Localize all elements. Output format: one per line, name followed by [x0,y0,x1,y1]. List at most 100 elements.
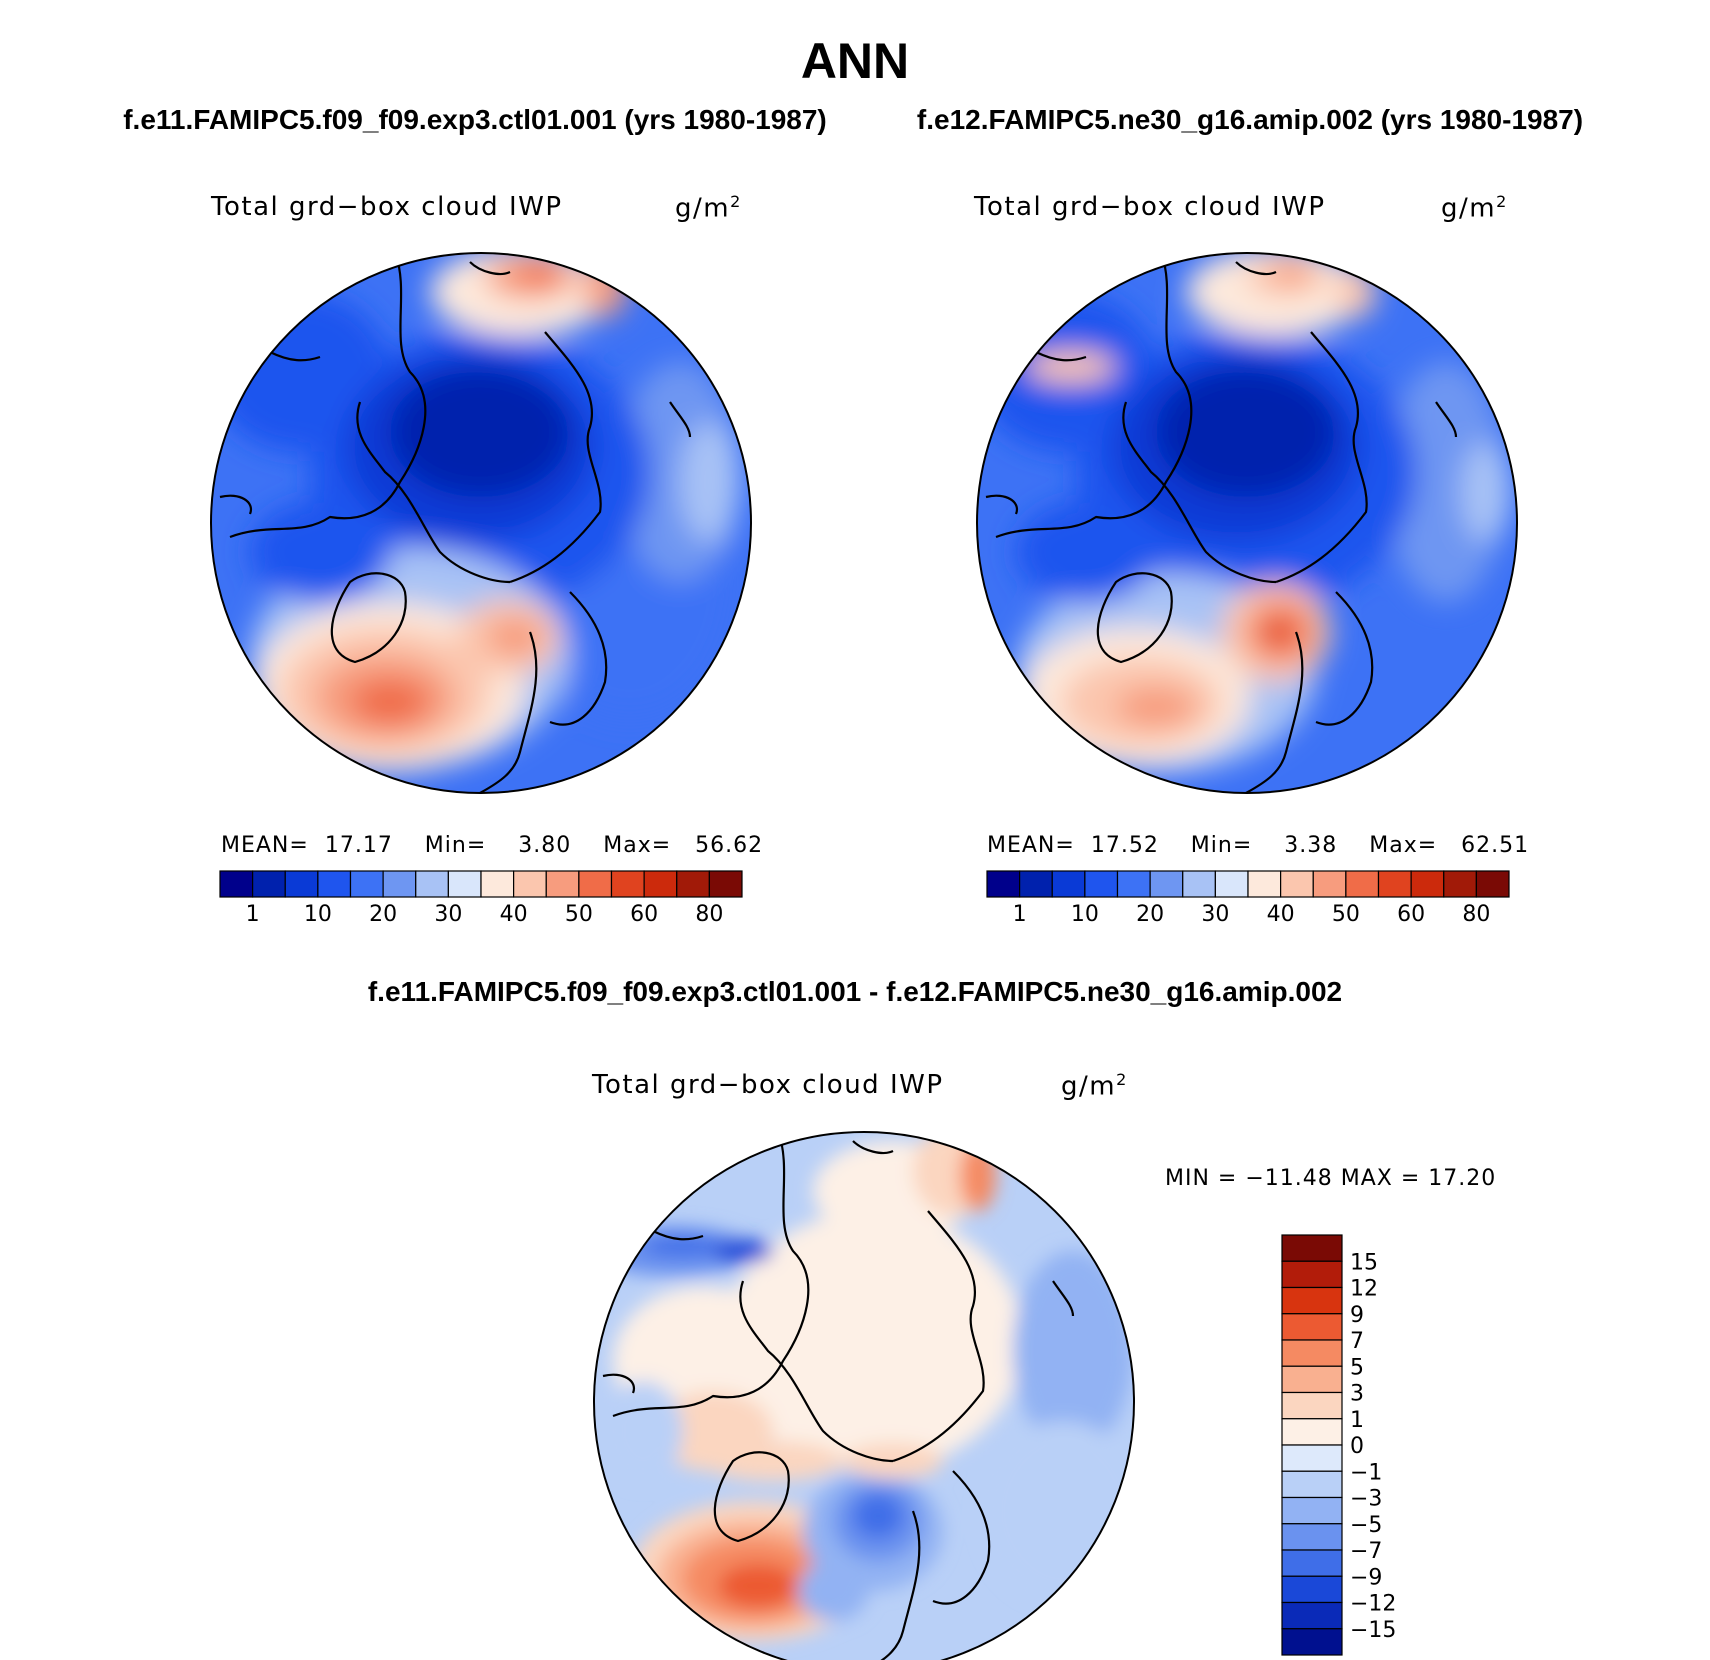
panel3-variable-label: Total grd−box cloud IWP [592,1070,944,1100]
colorbar-swatch [986,870,1021,898]
colorbar-tick-label: 3 [1350,1382,1364,1407]
colorbar-swatch [1084,870,1119,898]
colorbar-tick-label: −1 [1350,1460,1382,1485]
panel2-stats: MEAN= 17.52 Min= 3.38 Max= 62.51 [987,833,1530,858]
panel3-coastlines [602,1132,1075,1660]
colorbar-swatch [1443,870,1477,898]
colorbar-swatch [1281,1628,1343,1656]
colorbar-swatch [1281,1575,1343,1604]
colorbar-tick-label: 20 [369,902,397,927]
diff-heading: f.e11.FAMIPC5.f09_f09.exp3.ctl01.001 - f… [367,976,1343,1007]
colorbar-swatch [1410,870,1445,898]
colorbar-swatch [1377,870,1412,898]
panel3-minmax: MIN = −11.48 MAX = 17.20 [1165,1166,1497,1191]
colorbar-swatch [1281,1523,1343,1551]
colorbar-swatch [219,870,254,898]
colorbar-tick-label: 30 [434,902,462,927]
colorbar-swatch [1280,870,1314,898]
panel1-stats: MEAN= 17.17 Min= 3.80 Max= 56.62 [221,833,764,858]
colorbar-swatch [1281,1601,1343,1630]
colorbar-tick-label: 40 [1267,902,1295,927]
colorbar-swatch [676,870,710,898]
colorbar-tick-label: 15 [1350,1250,1378,1275]
colorbar-swatch [1475,870,1510,898]
colorbar-tick-label: 10 [1071,902,1099,927]
colorbar-swatch [284,870,319,898]
colorbar-tick-label: 40 [500,902,528,927]
colorbar-swatch [1281,1391,1343,1420]
colorbar-swatch [708,870,743,898]
colorbar-tick-label: 30 [1201,902,1229,927]
colorbar-swatch [317,870,352,898]
colorbar-swatch [415,870,449,898]
colorbar-swatch [578,870,613,898]
colorbar-tick-label: 20 [1136,902,1164,927]
colorbar-tick-label: 0 [1350,1434,1364,1459]
colorbar-swatch [447,870,482,898]
colorbar-swatch [1019,870,1053,898]
colorbar-swatch [1281,1496,1343,1525]
panel2-colorbar: 1 10 20 30 40 50 60 80 [986,870,1510,927]
colorbar-swatch [545,870,580,898]
panel2-units-label: g/m2 [1441,192,1508,224]
colorbar-swatch [480,870,515,898]
colorbar-swatch [1281,1313,1343,1341]
panel1-colorbar: 1 10 20 30 40 50 60 80 [219,870,743,927]
panel3-map [593,1131,1135,1660]
colorbar-tick-label: 5 [1350,1355,1364,1380]
colorbar-swatch [1051,870,1086,898]
colorbar-swatch [1281,1286,1343,1315]
colorbar-tick-label: −9 [1350,1565,1382,1590]
colorbar-swatch [349,870,384,898]
colorbar-swatch [1116,870,1151,898]
colorbar-swatch [1312,870,1347,898]
colorbar-tick-label: 60 [1397,902,1425,927]
colorbar-swatch [1281,1549,1343,1577]
colorbar-swatch [1281,1234,1343,1262]
colorbar-tick-label: 1 [1350,1408,1364,1433]
panel1-variable-label: Total grd−box cloud IWP [211,192,563,222]
colorbar-tick-label: 10 [304,902,332,927]
case1-heading: f.e11.FAMIPC5.f09_f09.exp3.ctl01.001 (yr… [123,104,827,135]
colorbar-tick-label: 50 [1332,902,1360,927]
panel1-units-label: g/m2 [675,192,742,224]
colorbar-tick-label: −3 [1350,1487,1382,1512]
colorbar-tick-label: 50 [565,902,593,927]
colorbar-tick-label: −15 [1350,1618,1396,1643]
colorbar-tick-label: −5 [1350,1513,1382,1538]
colorbar-tick-label: −7 [1350,1539,1382,1564]
colorbar-swatch [1281,1339,1343,1367]
colorbar-tick-label: 9 [1350,1303,1364,1328]
colorbar-tick-label: 7 [1350,1329,1364,1354]
panel2-variable-label: Total grd−box cloud IWP [974,192,1326,222]
panel3-units-label: g/m2 [1061,1070,1128,1102]
colorbar-tick-label: 60 [630,902,658,927]
panel2-coastlines [985,253,1458,793]
colorbar-tick-label: −12 [1350,1592,1396,1617]
colorbar-swatch [1345,870,1380,898]
colorbar-swatch [1214,870,1249,898]
colorbar-swatch [1281,1365,1343,1394]
colorbar-swatch [513,870,547,898]
colorbar-tick-label: 80 [1462,902,1490,927]
case2-heading: f.e12.FAMIPC5.ne30_g16.amip.002 (yrs 198… [916,104,1584,135]
colorbar-swatch [1182,870,1216,898]
colorbar-tick-label: 1 [246,902,260,927]
colorbar-swatch [1281,1470,1343,1499]
colorbar-tick-label: 12 [1350,1277,1378,1302]
colorbar-swatch [1281,1418,1343,1446]
colorbar-swatch [1247,870,1282,898]
colorbar-swatch [610,870,645,898]
panel1-map [210,252,752,794]
colorbar-swatch [382,870,417,898]
colorbar-swatch [643,870,678,898]
panel1-coastlines [219,253,692,793]
colorbar-swatch [252,870,286,898]
colorbar-swatch [1281,1444,1343,1472]
colorbar-swatch [1149,870,1184,898]
panel2-map [976,252,1518,794]
page-title: ANN [800,33,910,89]
colorbar-tick-label: 80 [695,902,723,927]
colorbar-swatch [1281,1260,1343,1289]
